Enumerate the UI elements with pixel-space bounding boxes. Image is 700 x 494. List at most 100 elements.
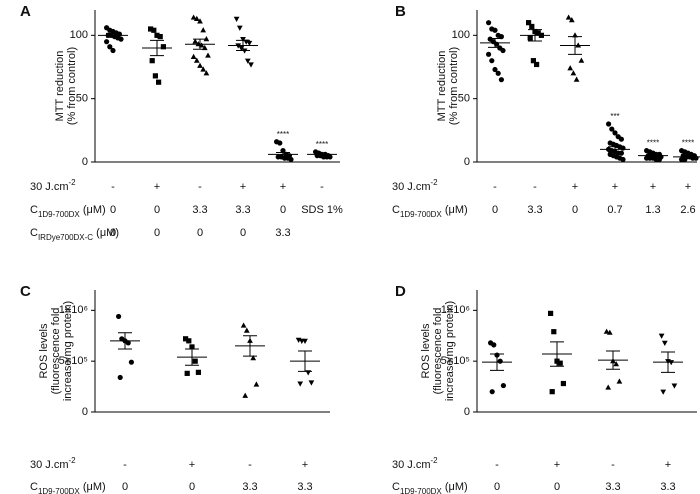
row-cell: - xyxy=(198,181,202,193)
error-bar xyxy=(150,39,164,57)
data-point xyxy=(203,36,210,42)
data-point xyxy=(500,47,506,54)
data-point xyxy=(575,42,582,48)
row-cell: 3.3 xyxy=(192,204,207,216)
row-cell: 0 xyxy=(154,204,160,216)
row-cell: 0 xyxy=(572,204,578,216)
data-point xyxy=(616,378,623,384)
data-point xyxy=(548,310,554,316)
data-point xyxy=(489,389,495,395)
data-point xyxy=(534,61,540,68)
row-cell: + xyxy=(612,181,618,193)
data-point xyxy=(557,360,563,366)
data-point xyxy=(308,380,315,386)
data-point xyxy=(302,338,308,344)
row-cell: 3.3 xyxy=(660,481,675,493)
data-point xyxy=(183,336,189,342)
error-bar xyxy=(646,154,660,157)
row-cell: + xyxy=(189,459,195,471)
data-point xyxy=(253,381,260,387)
data-point xyxy=(200,66,207,72)
y-axis-label: (fluorescence fold xyxy=(432,308,444,395)
row-label: CIRDye700DX-C (μM) xyxy=(30,227,119,242)
row-cell: - xyxy=(495,459,499,471)
data-point xyxy=(151,27,157,33)
significance-label: *** xyxy=(610,112,619,121)
data-point xyxy=(609,126,615,132)
row-cell: 2.6 xyxy=(680,204,695,216)
row-label-part: (μM) xyxy=(442,204,468,216)
data-point xyxy=(128,359,134,365)
data-point xyxy=(661,340,668,346)
data-point xyxy=(658,333,665,339)
row-label: 30 J.cm-2 xyxy=(392,178,438,193)
row-cell: 0 xyxy=(494,481,500,493)
data-point xyxy=(184,370,190,376)
error-bar xyxy=(315,153,329,156)
error-bar xyxy=(681,155,695,159)
data-point xyxy=(280,148,286,154)
data-point xyxy=(568,17,575,23)
row-label-part: -2 xyxy=(69,178,77,187)
y-tick-label: 1×10⁶ xyxy=(59,304,88,316)
data-point xyxy=(620,156,626,163)
data-point xyxy=(243,327,250,333)
data-point xyxy=(205,52,211,58)
error-bar xyxy=(185,348,199,366)
row-label-part: C xyxy=(30,481,38,493)
row-cell: + xyxy=(665,459,671,471)
data-point xyxy=(277,140,283,146)
error-bar xyxy=(193,38,207,50)
data-point xyxy=(189,344,195,350)
row-label: 30 J.cm-2 xyxy=(30,456,76,471)
row-cell: - xyxy=(533,181,537,193)
data-point xyxy=(578,57,585,63)
row-cell: 1.3 xyxy=(645,204,660,216)
data-point xyxy=(200,27,207,33)
row-cell: - xyxy=(320,181,324,193)
row-cell: 3.3 xyxy=(275,227,290,239)
data-point xyxy=(497,358,503,364)
y-tick-label: 0 xyxy=(82,156,88,168)
row-label-part: (μM) xyxy=(93,227,119,239)
data-point xyxy=(527,35,533,41)
row-cell: 0 xyxy=(122,481,128,493)
y-axis-label: MTT reduction xyxy=(54,51,66,122)
row-cell: + xyxy=(240,181,246,193)
y-axis-label: ROS levels xyxy=(420,323,432,379)
data-point xyxy=(606,121,612,127)
row-label-part: C xyxy=(392,481,400,493)
data-point xyxy=(603,328,610,334)
data-point xyxy=(197,18,203,24)
data-point xyxy=(118,36,124,42)
row-label-part: IRDye700DX-C xyxy=(38,233,93,242)
row-label-part: C xyxy=(392,204,400,216)
data-point xyxy=(606,329,613,335)
significance-label: **** xyxy=(316,140,328,149)
row-cell: 3.3 xyxy=(605,481,620,493)
row-label-part: (μM) xyxy=(80,204,106,216)
row-cell: 0 xyxy=(154,227,160,239)
row-label-part: 30 J.cm xyxy=(392,459,431,471)
data-point xyxy=(190,53,197,59)
row-cell: - xyxy=(111,181,115,193)
data-point xyxy=(125,340,131,346)
data-point xyxy=(156,79,162,85)
error-bar xyxy=(490,353,504,371)
data-point xyxy=(235,43,242,49)
data-point xyxy=(152,73,158,79)
data-point xyxy=(148,26,154,32)
data-point xyxy=(498,34,504,40)
significance-label: **** xyxy=(277,130,289,139)
data-point xyxy=(192,358,198,364)
row-cell: 0.7 xyxy=(607,204,622,216)
y-axis-label: (% from control) xyxy=(66,47,78,125)
row-label-part: 1D9-700DX xyxy=(38,210,80,219)
error-bar xyxy=(298,350,312,372)
row-label-part: -2 xyxy=(431,178,439,187)
row-cell: 0 xyxy=(189,481,195,493)
y-tick-label: 1×10⁶ xyxy=(441,304,470,316)
row-label: 30 J.cm-2 xyxy=(30,178,76,193)
y-axis-label: increase/mg protein) xyxy=(444,301,456,401)
data-point xyxy=(157,34,163,40)
